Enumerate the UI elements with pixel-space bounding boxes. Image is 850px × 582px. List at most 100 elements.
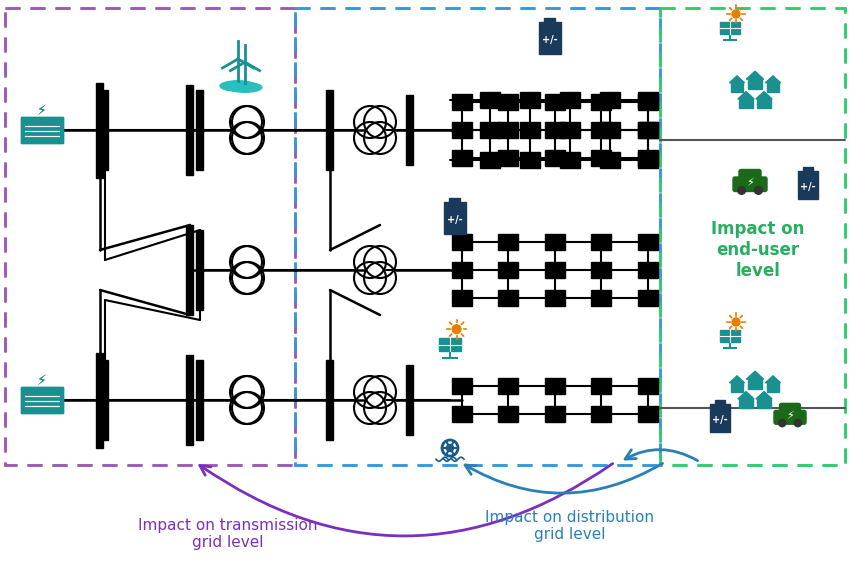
Circle shape <box>779 420 785 427</box>
Bar <box>600 122 620 138</box>
Bar <box>748 79 762 89</box>
Bar <box>638 234 658 250</box>
Text: Impact on
end-user
level: Impact on end-user level <box>711 220 805 280</box>
Bar <box>498 150 518 166</box>
Bar <box>545 18 556 22</box>
Bar <box>660 8 845 465</box>
Text: ⚡: ⚡ <box>37 374 47 388</box>
Bar <box>450 198 461 202</box>
Bar <box>196 360 203 440</box>
Bar <box>444 202 466 234</box>
Bar <box>545 94 565 110</box>
Bar <box>97 353 104 448</box>
Bar <box>592 94 611 110</box>
Bar <box>21 118 63 143</box>
Bar <box>720 330 740 342</box>
Text: ⚡: ⚡ <box>37 104 47 118</box>
Polygon shape <box>738 392 754 399</box>
Bar <box>406 95 413 165</box>
Bar <box>97 83 104 178</box>
Text: +/-: +/- <box>800 182 816 192</box>
Bar <box>600 92 620 108</box>
Circle shape <box>794 420 802 427</box>
Bar <box>452 94 472 110</box>
Bar <box>720 22 740 34</box>
Text: +/-: +/- <box>542 35 558 45</box>
Bar <box>600 152 620 168</box>
FancyBboxPatch shape <box>739 169 761 182</box>
Bar <box>592 262 611 278</box>
Bar <box>498 94 518 110</box>
Bar <box>545 378 565 394</box>
Bar <box>638 122 658 138</box>
Circle shape <box>732 10 740 18</box>
Bar <box>439 338 461 351</box>
Polygon shape <box>738 91 754 99</box>
Text: ⚡: ⚡ <box>37 104 47 118</box>
Bar <box>295 8 660 465</box>
Bar <box>480 92 500 108</box>
Bar <box>480 152 500 168</box>
Polygon shape <box>766 76 780 83</box>
Bar <box>560 92 580 108</box>
Bar <box>560 152 580 168</box>
Bar <box>803 167 813 171</box>
Text: ⚡: ⚡ <box>37 374 47 388</box>
Bar <box>748 379 762 389</box>
Bar <box>326 90 333 170</box>
Bar <box>480 122 500 138</box>
Text: +/-: +/- <box>447 215 462 225</box>
Bar <box>498 262 518 278</box>
Polygon shape <box>729 376 745 383</box>
Polygon shape <box>746 371 763 379</box>
Text: ⚡: ⚡ <box>786 411 794 421</box>
Bar <box>731 83 743 91</box>
Bar <box>545 234 565 250</box>
Bar <box>452 290 472 306</box>
Text: ⚡: ⚡ <box>746 179 754 189</box>
Bar <box>326 360 333 440</box>
FancyArrowPatch shape <box>465 463 663 493</box>
Bar <box>196 230 203 310</box>
Bar <box>452 406 472 422</box>
Bar <box>638 122 658 138</box>
Bar <box>295 8 660 465</box>
Bar <box>767 383 779 392</box>
Circle shape <box>738 186 745 194</box>
Bar <box>196 90 203 170</box>
Bar <box>406 365 413 435</box>
Bar <box>798 171 818 199</box>
Bar <box>757 399 771 409</box>
Bar <box>638 406 658 422</box>
Bar <box>186 355 194 445</box>
Bar <box>715 400 725 404</box>
Bar <box>638 262 658 278</box>
Polygon shape <box>756 392 772 399</box>
Polygon shape <box>746 71 763 79</box>
Bar <box>539 22 561 54</box>
Bar <box>757 99 771 108</box>
Circle shape <box>452 325 461 333</box>
Bar <box>731 383 743 392</box>
Bar <box>498 234 518 250</box>
Bar <box>186 225 194 315</box>
Bar <box>560 122 580 138</box>
FancyBboxPatch shape <box>733 177 767 191</box>
Bar <box>498 378 518 394</box>
Bar <box>740 399 753 409</box>
Text: +/-: +/- <box>712 415 728 425</box>
Bar <box>520 92 540 108</box>
FancyBboxPatch shape <box>779 403 801 415</box>
Bar <box>592 406 611 422</box>
FancyArrowPatch shape <box>625 450 698 460</box>
Circle shape <box>755 186 762 194</box>
Bar <box>638 152 658 168</box>
Bar <box>592 290 611 306</box>
Bar <box>452 234 472 250</box>
Bar <box>592 378 611 394</box>
Bar <box>545 122 565 138</box>
Ellipse shape <box>220 81 256 91</box>
Bar <box>101 360 109 440</box>
Bar <box>660 8 845 465</box>
Bar <box>545 406 565 422</box>
